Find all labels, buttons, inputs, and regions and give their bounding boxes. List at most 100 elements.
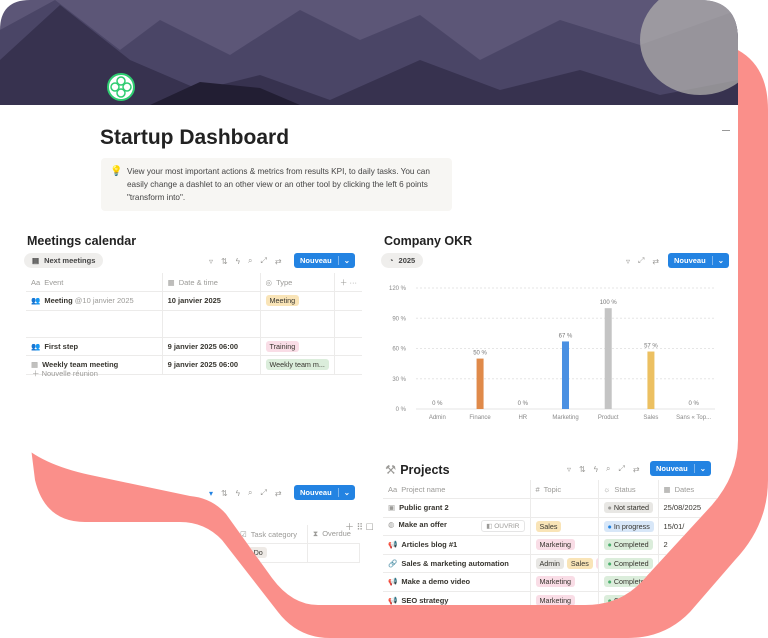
sort-icon[interactable]: ⇅ — [221, 256, 228, 266]
projects-icon: ⚒ — [385, 463, 397, 477]
status-badge: ● Completed — [604, 558, 653, 569]
automation-icon[interactable]: ϟ — [593, 464, 598, 474]
okr-bar-chart: 0 % 30 % 60 % 90 % 120 % 0 % Admin 50 % Finance 0… — [380, 280, 720, 425]
project-name[interactable]: Make a demo video — [401, 577, 471, 587]
column-header-task-category[interactable]: ☑ Task category — [235, 525, 307, 544]
filter-icon[interactable]: ▾ — [209, 488, 214, 498]
meetings-new-button[interactable]: Nouveau ⌄ — [294, 253, 355, 268]
project-icon: 📢 — [388, 577, 398, 587]
column-header-status[interactable]: ☼ Status — [598, 480, 658, 499]
type-tag: Weekly team m... — [266, 359, 329, 370]
column-header-type[interactable]: ◎ Type — [260, 273, 334, 292]
view-label: Next meetings — [44, 256, 96, 265]
bar-finance[interactable] — [477, 359, 484, 409]
expand-icon[interactable]: ⤢ — [260, 256, 267, 265]
filter-icon[interactable]: ▿ — [567, 464, 572, 474]
meetings-table: Aa Event ▦ Date & time ◎ Type ＋ ··· 👥 Meeting @… — [26, 273, 362, 375]
project-name[interactable]: SEO strategy — [401, 595, 449, 605]
projects-toolbar: ▿ ⇅ ϟ ⌕ ⤢ ⇄ — [567, 464, 640, 474]
automation-icon[interactable]: ϟ — [235, 488, 240, 498]
project-name[interactable]: Articles blog #1 — [401, 540, 458, 550]
new-meeting-button[interactable]: ＋ Nouvelle réunion — [32, 369, 98, 378]
project-name[interactable]: Sales & marketing automation — [401, 558, 509, 568]
sort-icon[interactable]: ⇅ — [221, 488, 228, 498]
filter-icon[interactable]: ▿ — [209, 256, 214, 266]
data-label: 0 % — [432, 401, 443, 407]
settings-icon[interactable]: ⇄ — [632, 464, 640, 474]
toc-indicator[interactable] — [722, 130, 730, 131]
project-icon: 🔗 — [388, 558, 398, 568]
logo-icon — [106, 72, 136, 102]
table-row[interactable]: ◍ Make an offer ◧ OUVRIR Sales ● In progress… — [383, 517, 738, 536]
okr-title: Company OKR — [384, 234, 473, 248]
type-tag: Meeting — [266, 295, 300, 306]
automation-icon[interactable]: ϟ — [235, 256, 240, 266]
view-tab-2025[interactable]: ◔ 2025 — [381, 253, 423, 268]
new-label: Nouveau — [656, 464, 688, 473]
callout-text: View your most important actions & metri… — [127, 167, 430, 202]
data-label: 50 % — [473, 351, 487, 357]
x-tick-label: Marketing — [552, 415, 578, 421]
column-header-event[interactable]: Aa Event — [26, 273, 162, 292]
chevron-down-icon[interactable]: ⌄ — [694, 464, 711, 473]
view-tab-next-meetings[interactable]: ▤ Next meetings — [24, 253, 103, 268]
y-tick-label: 30 % — [392, 377, 406, 383]
column-header-overdue[interactable]: ⧗ Overdue — [307, 525, 359, 544]
meetings-title: Meetings calendar — [27, 234, 137, 248]
bar-product[interactable] — [605, 308, 612, 409]
lightbulb-icon: 💡 — [110, 166, 123, 177]
expand-icon[interactable]: ⤢ — [638, 256, 645, 265]
settings-icon[interactable]: ⇄ — [274, 256, 282, 266]
settings-icon[interactable]: ⇄ — [652, 256, 660, 266]
bar-marketing[interactable] — [562, 341, 569, 409]
column-header-project-name[interactable]: Aa Project name — [383, 480, 530, 499]
topic-tag: Marketing — [536, 539, 576, 550]
table-row[interactable]: 👥 Meeting @10 janvier 2025 10 janvier 2025… — [26, 292, 362, 311]
topic-tag: Marketing — [536, 595, 576, 606]
okr-new-button[interactable]: Nouveau ⌄ — [668, 253, 729, 268]
settings-icon[interactable]: ⇄ — [274, 488, 282, 498]
filter-icon[interactable]: ▿ — [626, 256, 631, 266]
bar-sales[interactable] — [647, 352, 654, 409]
search-icon[interactable]: ⌕ — [247, 256, 253, 265]
search-icon[interactable]: ⌕ — [247, 488, 253, 497]
sort-icon[interactable]: ⇅ — [579, 464, 586, 474]
y-tick-label: 120 % — [389, 286, 407, 292]
y-tick-label: 0 % — [396, 407, 407, 413]
column-header-dates[interactable]: ▦ Dates — [658, 480, 738, 499]
table-row[interactable]: 👥 First step 9 janvier 2025 06:00 Training — [26, 337, 362, 356]
open-button[interactable]: ◧ OUVRIR — [481, 520, 524, 532]
column-header-topic[interactable]: # Topic — [530, 480, 598, 499]
projects-new-button[interactable]: Nouveau ⌄ — [650, 461, 711, 476]
tasks-new-button[interactable]: Nouveau ⌄ — [294, 485, 355, 500]
add-column-button[interactable]: ＋ ··· — [334, 273, 362, 292]
meetings-toolbar: ▿ ⇅ ϟ ⌕ ⤢ ⇄ — [209, 256, 282, 266]
x-tick-label: Product — [598, 415, 619, 421]
x-tick-label: Admin — [429, 415, 446, 421]
table-row[interactable]: ▣ Public grant 2 ● Not started 25/08/2025 — [383, 499, 738, 518]
table-row[interactable] — [26, 310, 362, 337]
status-badge: ● Completed — [604, 539, 653, 550]
topic-tag: Marketing — [536, 576, 576, 587]
expand-icon[interactable]: ⤢ — [260, 488, 267, 497]
topic-tag: M — [596, 558, 598, 569]
column-header-date[interactable]: ▦ Date & time — [162, 273, 260, 292]
page-title: Startup Dashboard — [100, 126, 290, 149]
project-name[interactable]: Make an offer — [398, 520, 447, 530]
table-row[interactable]: ▦ Weekly team meeting 9 janvier 2025 06:00… — [26, 356, 362, 375]
data-label: 57 % — [644, 344, 658, 350]
team-icon: 👥 — [31, 341, 41, 351]
expand-icon[interactable]: ⤢ — [618, 464, 625, 473]
chevron-down-icon[interactable]: ⌄ — [338, 256, 355, 265]
chevron-down-icon[interactable]: ⌄ — [712, 256, 729, 265]
topic-tag: Admin — [536, 558, 564, 569]
new-label: Nouveau — [674, 256, 706, 265]
new-label: Nouveau — [300, 256, 332, 265]
view-label: 2025 — [398, 256, 416, 265]
project-name[interactable]: Public grant 2 — [399, 503, 449, 513]
data-label: 0 % — [518, 401, 529, 407]
project-icon: ▣ — [388, 503, 396, 513]
chevron-down-icon[interactable]: ⌄ — [338, 488, 355, 497]
search-icon[interactable]: ⌕ — [605, 464, 611, 473]
calendar-icon: ▦ — [31, 360, 39, 370]
